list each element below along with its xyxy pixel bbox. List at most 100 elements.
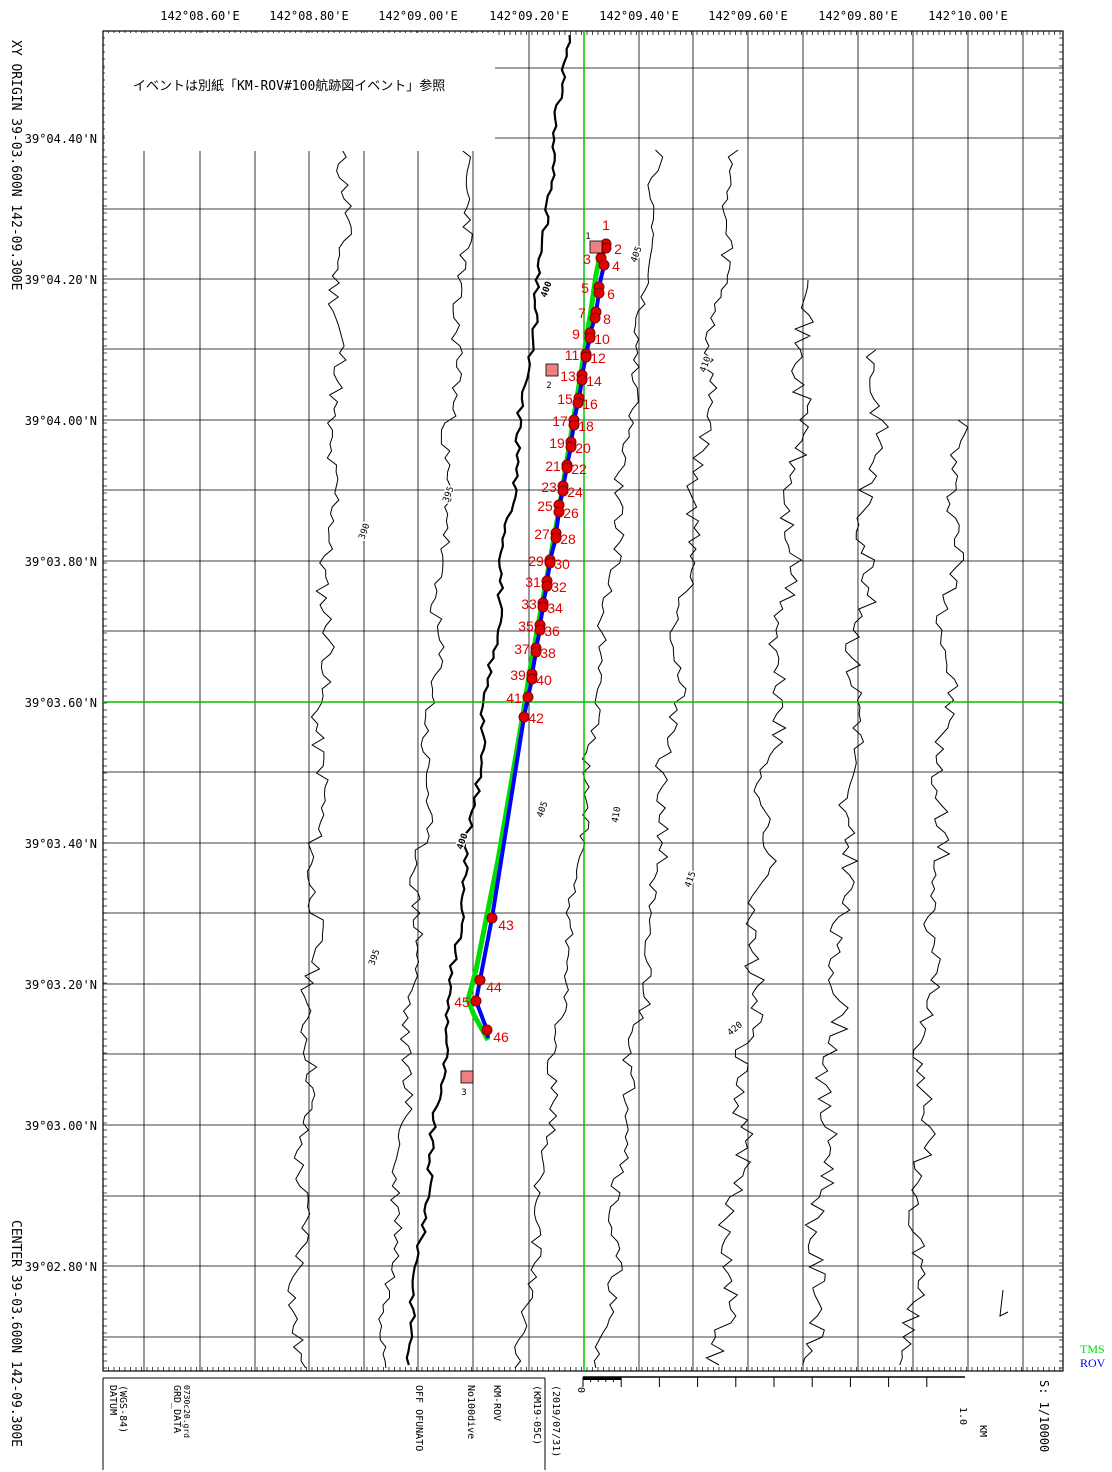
event-label: 1 [602, 217, 610, 233]
grd-data-label: GRD_DATA [171, 1385, 182, 1433]
event-label: 42 [528, 710, 544, 726]
longitude-label: 142°10.00'E [928, 9, 1007, 23]
event-point [486, 912, 498, 924]
latitude-label: 39°03.20'N [25, 978, 97, 992]
depth-contour [514, 149, 664, 1369]
contour-label: 405 [536, 800, 551, 819]
depth-contour [378, 149, 473, 1369]
longitude-label: 142°08.80'E [269, 9, 348, 23]
longitude-label: 142°09.40'E [599, 9, 678, 23]
map-frame [102, 30, 1064, 1372]
event-point [600, 242, 612, 254]
bathymetry-contours [287, 34, 1009, 1369]
scale-bar [582, 1376, 965, 1387]
latitude-label: 39°04.20'N [25, 273, 97, 287]
event-label: 25 [537, 498, 553, 514]
contour-label: 395 [442, 485, 457, 504]
depth-contour [802, 349, 890, 1366]
event-label: 20 [575, 440, 591, 456]
longitude-label: 142°09.80'E [818, 9, 897, 23]
latitude-label: 39°03.40'N [25, 837, 97, 851]
depth-contour [287, 149, 353, 1369]
event-label: 46 [493, 1029, 509, 1045]
event-label: 3 [583, 251, 591, 267]
event-label: 17 [552, 413, 568, 429]
event-label: 14 [586, 373, 602, 389]
event-point [537, 601, 549, 613]
datum-sub-label: (WGS-84) [117, 1385, 128, 1433]
marker-label: 2 [546, 381, 551, 391]
event-label: 43 [498, 917, 514, 933]
event-label: 41 [506, 690, 522, 706]
longitude-label: 142°08.60'E [160, 9, 239, 23]
longitude-label: 142°09.60'E [708, 9, 787, 23]
event-point [526, 673, 538, 685]
event-label: 36 [544, 623, 560, 639]
square-marker [460, 1070, 474, 1084]
event-label: 15 [557, 391, 573, 407]
contour-label: 400 [540, 280, 555, 299]
square-markers: 123 [460, 232, 603, 1098]
contour-label: 390 [358, 522, 373, 541]
event-label: 19 [549, 435, 565, 451]
legend-rov: ROV [1080, 1356, 1106, 1370]
event-label: 35 [518, 618, 534, 634]
depth-contour [999, 1289, 1009, 1317]
dive-label: No100dive [465, 1385, 476, 1439]
contour-label: 400 [456, 832, 471, 851]
datum-label: DATUM [107, 1385, 118, 1415]
event-label: 32 [551, 579, 567, 595]
latitude-label: 39°03.00'N [25, 1119, 97, 1133]
event-point [565, 441, 577, 453]
event-label: 30 [554, 556, 570, 572]
event-point [541, 580, 553, 592]
scale-zero: 0 [575, 1387, 586, 1393]
frame-ticks [102, 30, 1063, 1371]
scale-unit: KM [977, 1425, 988, 1437]
event-label: 12 [590, 350, 606, 366]
vehicle-label: KM-ROV [491, 1385, 502, 1421]
event-label: 4 [612, 258, 620, 274]
cruise-label: (KM19-05C) [531, 1385, 542, 1445]
area-label: OFF OFUNATO [413, 1385, 424, 1451]
event-point [518, 711, 530, 723]
event-label: 6 [607, 286, 615, 302]
grd-file-label: 0730c20.grd [182, 1385, 191, 1438]
event-label: 22 [571, 461, 587, 477]
event-point [544, 557, 556, 569]
note-box [105, 33, 495, 151]
event-label: 33 [521, 596, 537, 612]
event-label: 21 [545, 458, 561, 474]
latitude-label: 39°02.80'N [25, 1260, 97, 1274]
depth-contour [899, 419, 969, 1366]
latitude-label: 39°03.60'N [25, 696, 97, 710]
marker-label: 1 [585, 232, 590, 242]
event-point [553, 506, 565, 518]
event-point [593, 287, 605, 299]
event-point [568, 419, 580, 431]
event-point [576, 374, 588, 386]
depth-contour [593, 149, 739, 1369]
event-label: 26 [563, 505, 579, 521]
event-point [470, 995, 482, 1007]
event-label: 34 [547, 600, 563, 616]
contour-label: 395 [368, 948, 383, 967]
event-label: 37 [514, 641, 530, 657]
event-label: 13 [560, 368, 576, 384]
event-point [557, 485, 569, 497]
legend-tms: TMS [1080, 1342, 1105, 1356]
square-marker [589, 240, 603, 254]
event-point [589, 312, 601, 324]
event-label: 29 [528, 553, 544, 569]
event-point [572, 397, 584, 409]
event-point [530, 646, 542, 658]
contour-label: 415 [684, 870, 699, 889]
event-label: 27 [534, 526, 550, 542]
footer-panel: DATUM (WGS-84) GRD_DATA 0730c20.grd OFF … [102, 1377, 561, 1470]
event-label: 38 [540, 645, 556, 661]
event-point [481, 1024, 493, 1036]
event-label: 39 [510, 667, 526, 683]
